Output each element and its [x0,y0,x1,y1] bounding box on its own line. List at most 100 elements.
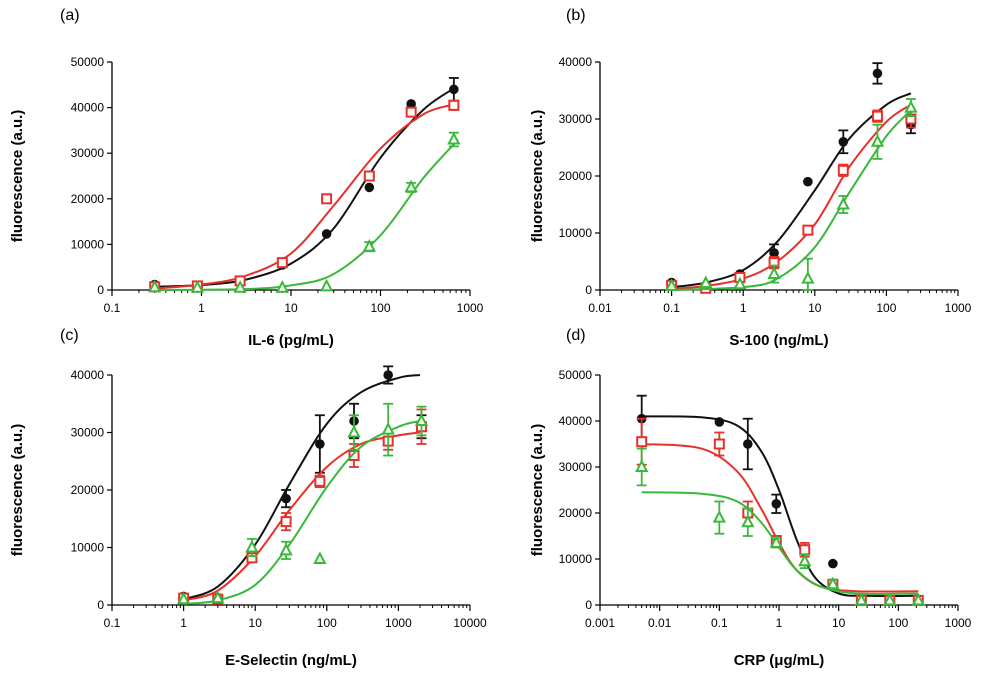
data-point [836,196,850,210]
fit-curve-red [641,443,919,593]
x-tick-label: 100 [876,301,896,315]
data-point [838,137,849,147]
data-point [664,278,679,292]
chart-panel-4: (d) 0 10000 20000 30000 40000 50000 0.001 0.01 0.… [529,327,972,669]
x-tick-label: 1000 [945,616,972,630]
data-point [233,280,247,293]
fit-curve-red [671,103,912,290]
fit-curve-red [183,431,421,602]
chart-panel-1: (a) 0 10000 20000 30000 40000 50000 0.1 1 10 100 10… [9,7,484,349]
fit-curve-green [154,141,457,291]
series-red [636,417,924,606]
data-point [448,99,460,111]
series-red [149,99,460,293]
y-axis-label: fluorescence (a.u.) [529,110,546,243]
data-point [801,270,815,284]
panel-label: (d) [566,327,586,344]
data-point [769,535,783,548]
data-point [741,514,755,528]
x-tick-label: 1000 [457,301,484,315]
y-tick-label: 40000 [71,368,105,382]
x-tick-label: 1 [198,301,205,315]
data-point [870,134,885,147]
panel-label: (b) [566,7,586,24]
y-tick-label: 10000 [559,552,593,566]
data-point [699,275,713,289]
x-tick-label: 10 [249,616,263,630]
data-point [714,417,725,427]
data-point [319,278,334,292]
x-tick-label: 10000 [453,616,487,630]
data-point [364,182,375,193]
series-green [664,98,918,292]
data-point [743,439,753,449]
data-point [405,106,417,118]
x-tick-label: 0.01 [588,301,612,315]
data-point [321,193,333,205]
data-point [281,493,291,504]
data-point [148,279,162,293]
data-point [826,576,840,590]
series-black [636,394,924,606]
y-axis-label: fluorescence (a.u.) [529,424,546,557]
data-point [245,539,259,553]
chart-panel-2: (b) 0 10000 20000 30000 40000 0.01 0.1 1 10 100 100… [529,7,972,349]
data-point [769,248,779,258]
data-point [803,176,813,187]
series-black [666,62,916,293]
y-tick-label: 20000 [559,169,593,183]
data-point [280,516,292,528]
y-axis-label: fluorescence (a.u.) [9,110,26,243]
data-point [362,239,376,252]
x-tick-label: 0.1 [711,616,728,630]
series-red [178,408,427,605]
series-red [666,103,917,294]
y-tick-label: 20000 [71,483,105,497]
y-tick-label: 40000 [71,101,105,115]
y-tick-label: 10000 [559,226,593,240]
y-tick-label: 0 [97,598,104,612]
data-point [767,266,781,280]
data-point [383,370,393,380]
data-point [635,459,649,472]
y-tick-label: 30000 [71,426,105,440]
x-tick-label: 1000 [945,301,972,315]
x-tick-label: 0.1 [104,301,121,315]
data-point [447,131,461,145]
x-tick-label: 0.1 [663,301,680,315]
data-point [712,509,726,523]
x-tick-label: 10 [808,301,822,315]
data-point [404,179,418,193]
y-tick-label: 30000 [559,460,593,474]
x-tick-label: 100 [888,616,908,630]
x-tick-label: 10 [284,301,298,315]
data-point [381,421,395,435]
series-green [176,402,429,605]
data-point [348,450,360,461]
x-tick-label: 10 [832,616,846,630]
x-tick-label: 0.001 [585,616,615,630]
y-tick-label: 20000 [559,506,593,520]
x-tick-label: 1 [180,616,187,630]
data-point [771,499,782,509]
data-point [347,424,361,438]
chart-panel-3: (c) 0 10000 20000 30000 40000 0.1 1 10 100 1000 100… [9,327,487,669]
x-axis-label: S-100 (ng/mL) [729,332,828,349]
data-point [904,99,918,113]
data-point [911,592,925,606]
data-point [798,553,812,567]
data-point [279,542,293,556]
data-point [414,413,429,426]
x-tick-label: 1 [740,301,747,315]
data-point [837,164,849,176]
y-tick-label: 40000 [559,414,593,428]
fit-curve-green [671,109,912,291]
x-axis-label: IL-6 (pg/mL) [248,332,334,349]
data-point [406,99,416,109]
y-tick-label: 0 [585,283,592,297]
data-point [799,544,811,556]
series-green [635,447,925,606]
series-green [148,131,461,293]
